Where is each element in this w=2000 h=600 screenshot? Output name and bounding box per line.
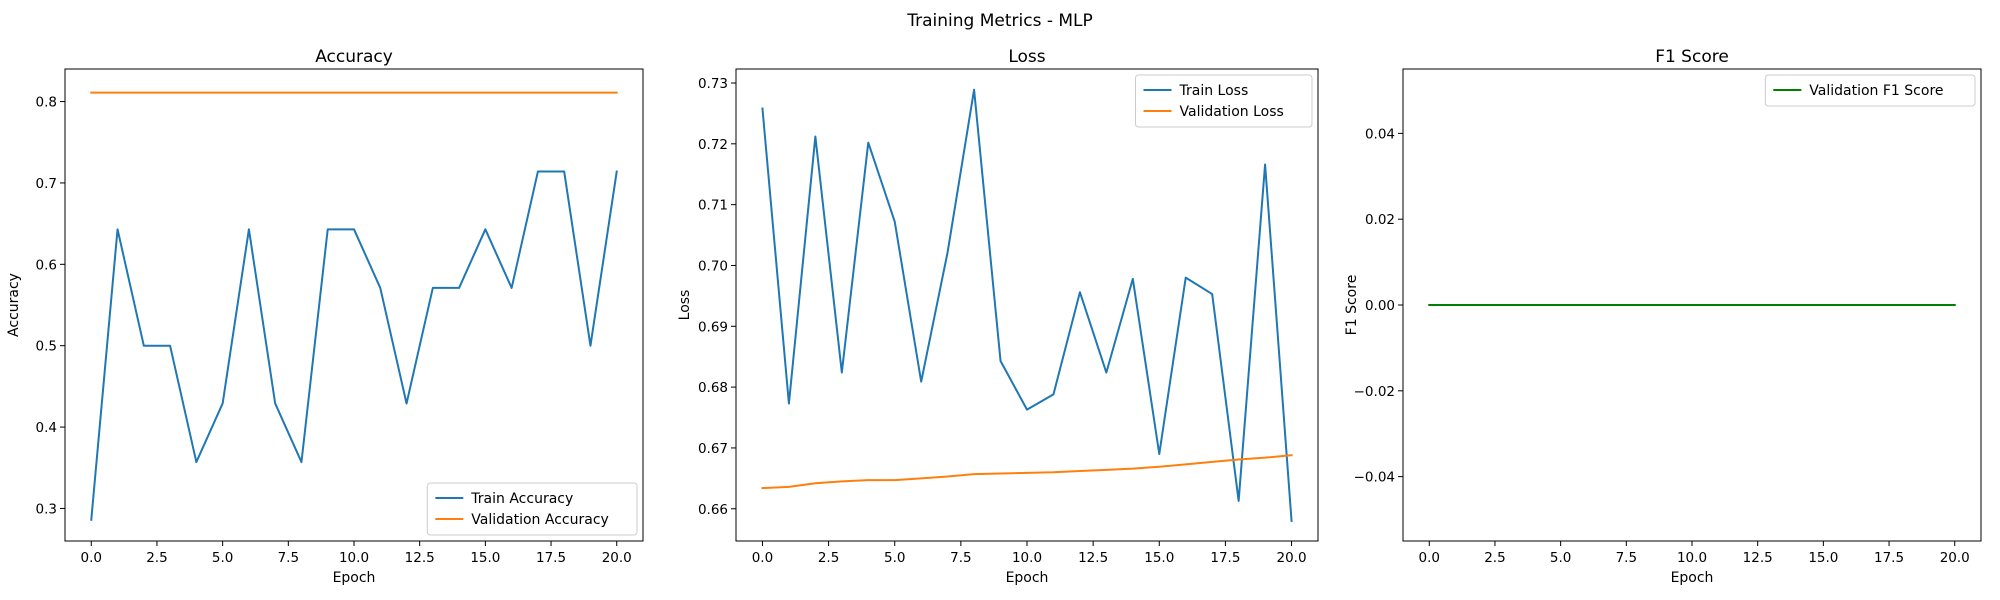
x-tick-label: 0.0 [752, 550, 773, 566]
x-tick-label: 20.0 [1940, 550, 1970, 566]
legend-entry: Train Loss [1179, 83, 1249, 99]
x-tick-label: 0.0 [1419, 550, 1440, 566]
y-tick-label: 0.71 [698, 198, 728, 214]
x-tick-label: 17.5 [536, 550, 566, 566]
y-tick-label: 0.67 [698, 441, 728, 457]
series-line-1 [90, 170, 618, 521]
x-tick-label: 2.5 [1484, 550, 1505, 566]
subplot-3: 0.0 2.5 5.0 7.5 10.0 12.5 15.0 17.5 20.0 −0.04 −0.… [1344, 47, 1982, 586]
y-tick-label: 0.72 [698, 137, 728, 153]
y-axis-label: F1 Score [1344, 275, 1360, 336]
y-tick-label: 0.66 [698, 502, 728, 518]
y-tick-label: 0.02 [1365, 212, 1395, 228]
x-tick-label: 5.0 [884, 550, 905, 566]
subplot-2: 0.0 2.5 5.0 7.5 10.0 12.5 15.0 17.5 20.0 0.66 0.67… [677, 47, 1319, 586]
legend: Train Loss Validation Loss [1135, 74, 1313, 128]
x-tick-label: 7.5 [278, 550, 299, 566]
axes-frame [64, 68, 644, 542]
x-tick-label: 12.5 [1078, 550, 1108, 566]
y-tick-label: 0.6 [36, 257, 57, 273]
legend-entry: Validation F1 Score [1809, 83, 1943, 99]
axes-frame [735, 68, 1319, 542]
y-tick-label: −0.02 [1354, 384, 1395, 400]
x-axis-label: Epoch [333, 570, 376, 586]
x-tick-label: 2.5 [146, 550, 167, 566]
legend: Validation F1 Score [1764, 74, 1976, 107]
x-tick-label: 17.5 [1874, 550, 1904, 566]
y-tick-label: 0.7 [36, 176, 57, 192]
x-tick-label: 7.5 [950, 550, 971, 566]
legend-entry: Train Accuracy [470, 491, 573, 507]
x-tick-label: 2.5 [818, 550, 839, 566]
legend-entry: Validation Loss [1180, 104, 1284, 120]
x-tick-label: 10.0 [1012, 550, 1042, 566]
y-tick-label: 0.69 [698, 319, 728, 335]
series-line-1 [761, 88, 1293, 523]
y-axis-label: Loss [677, 290, 693, 321]
subplot-title: Loss [1008, 47, 1045, 67]
x-tick-label: 7.5 [1616, 550, 1637, 566]
y-tick-label: 0.73 [698, 76, 728, 92]
x-tick-label: 15.0 [470, 550, 500, 566]
x-tick-label: 15.0 [1144, 550, 1174, 566]
subplot-title: F1 Score [1655, 47, 1729, 67]
legend-box [1135, 74, 1313, 128]
y-tick-label: 0.68 [698, 380, 728, 396]
x-tick-label: 10.0 [1677, 550, 1707, 566]
x-tick-label: 15.0 [1808, 550, 1838, 566]
y-tick-label: 0.04 [1365, 126, 1395, 142]
y-tick-label: 0.3 [36, 501, 57, 517]
subplots: 0.0 2.5 5.0 7.5 10.0 12.5 15.0 17.5 20.0 0.3 0.4 0.… [6, 47, 1982, 586]
series-line-2 [761, 454, 1293, 490]
y-tick-label: 0.5 [36, 339, 57, 355]
y-tick-label: 0.4 [36, 420, 57, 436]
y-tick-label: 0.8 [36, 95, 57, 111]
legend-entry: Validation Accuracy [471, 512, 609, 528]
x-tick-label: 12.5 [405, 550, 435, 566]
x-tick-label: 20.0 [1277, 550, 1307, 566]
subplot-1: 0.0 2.5 5.0 7.5 10.0 12.5 15.0 17.5 20.0 0.3 0.4 0.… [6, 47, 644, 586]
y-tick-label: 0.00 [1365, 298, 1395, 314]
y-tick-label: 0.70 [698, 258, 728, 274]
x-tick-label: 17.5 [1210, 550, 1240, 566]
x-tick-label: 5.0 [212, 550, 233, 566]
figure-title: Training Metrics - MLP [906, 11, 1093, 31]
subplot-title: Accuracy [315, 47, 393, 67]
legend-box [1764, 74, 1976, 107]
y-tick-label: −0.04 [1354, 470, 1395, 486]
y-axis-label: Accuracy [6, 273, 22, 337]
x-tick-label: 10.0 [339, 550, 369, 566]
x-axis-label: Epoch [1006, 570, 1049, 586]
legend-box [426, 482, 638, 536]
x-tick-label: 5.0 [1550, 550, 1571, 566]
x-tick-label: 0.0 [81, 550, 102, 566]
x-tick-label: 12.5 [1743, 550, 1773, 566]
x-axis-label: Epoch [1671, 570, 1714, 586]
x-tick-label: 20.0 [602, 550, 632, 566]
legend: Train Accuracy Validation Accuracy [426, 482, 638, 536]
